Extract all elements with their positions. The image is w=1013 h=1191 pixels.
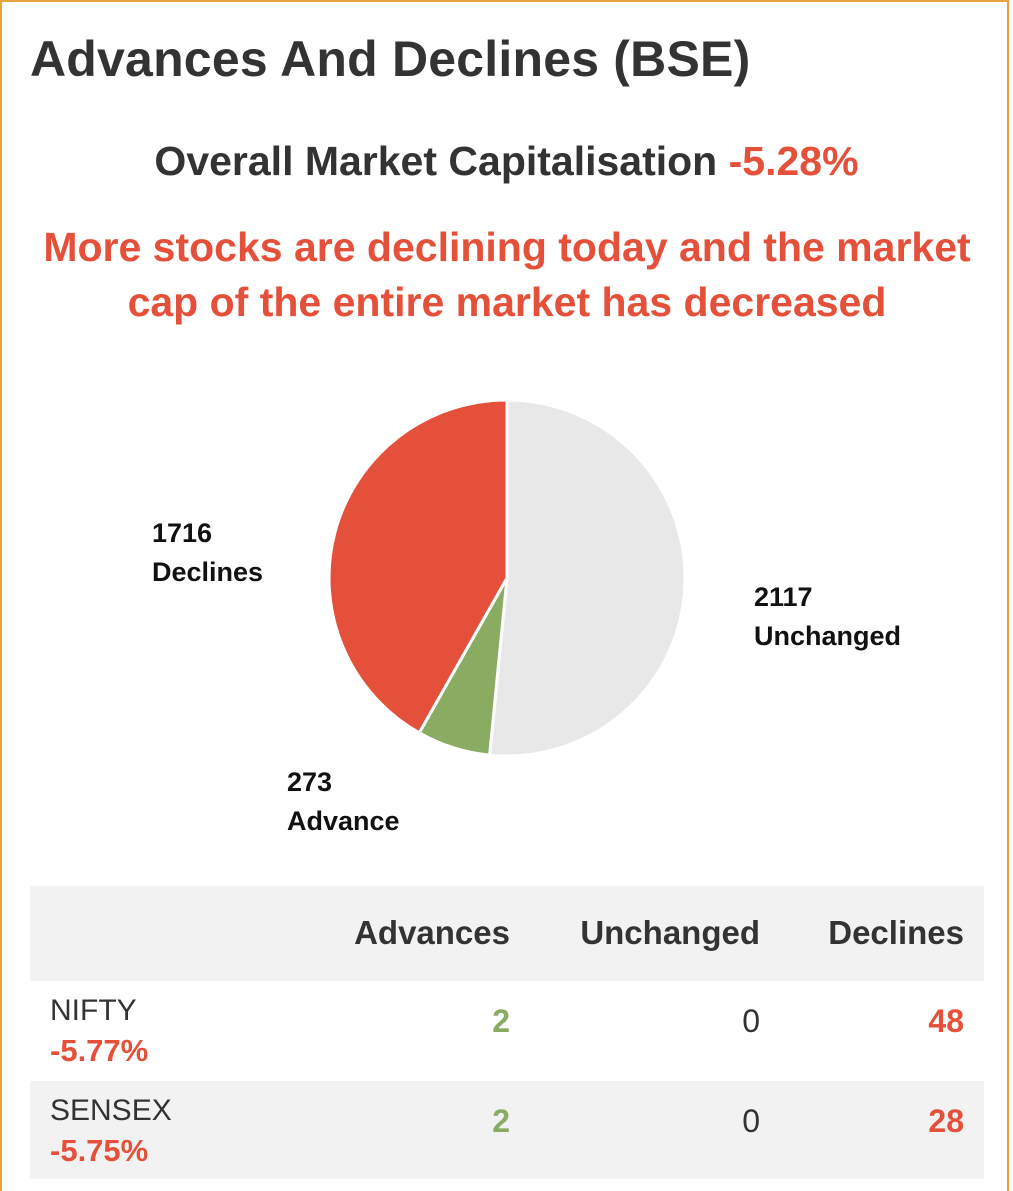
header-unchanged: Unchanged: [580, 914, 760, 951]
pie-label-advance: 273 Advance: [287, 767, 400, 836]
advances-declines-pie-chart: 2117 Unchanged 273 Advance 1716 Declines: [152, 398, 901, 836]
index-change: -5.75%: [50, 1133, 149, 1168]
pie-label-value: 273: [287, 767, 332, 797]
declines-count: 48: [928, 1003, 964, 1039]
index-breadth-table: Advances Unchanged Declines NIFTY -5.77%…: [30, 886, 984, 1179]
market-headline: More stocks are declining today and the …: [43, 224, 971, 325]
header-advances: Advances: [354, 914, 510, 951]
pie-label-unchanged: 2117 Unchanged: [754, 582, 901, 651]
index-change: -5.77%: [50, 1033, 149, 1068]
index-name: SENSEX: [50, 1094, 172, 1127]
unchanged-count: 0: [742, 1103, 760, 1139]
pie-label-value: 2117: [754, 582, 813, 612]
table-row-sensex[interactable]: SENSEX -5.75% 2 0 28: [30, 1081, 984, 1179]
pie-label-name: Unchanged: [754, 621, 901, 651]
market-cap-label: Overall Market Capitalisation: [154, 138, 718, 184]
pie-label-name: Advance: [287, 806, 400, 836]
unchanged-count: 0: [742, 1003, 760, 1039]
index-name-cell: SENSEX -5.75%: [50, 1091, 172, 1171]
header-declines: Declines: [828, 914, 964, 951]
page-title: Advances And Declines (BSE): [30, 31, 751, 87]
table-row-nifty[interactable]: NIFTY -5.77% 2 0 48: [30, 981, 984, 1081]
table-header: Advances Unchanged Declines: [30, 886, 984, 981]
declines-count: 28: [928, 1103, 964, 1139]
pie-slice-declines[interactable]: [327, 398, 509, 735]
index-name: NIFTY: [50, 994, 137, 1027]
market-cap-summary: Overall Market Capitalisation -5.28%: [2, 138, 1011, 185]
advances-count: 2: [492, 1103, 510, 1139]
pie-label-value: 1716: [152, 518, 212, 548]
pie-label-name: Declines: [152, 557, 263, 587]
market-cap-change: -5.28%: [728, 138, 859, 184]
pie-slice-unchanged[interactable]: [487, 398, 687, 758]
advances-count: 2: [492, 1003, 510, 1039]
pie-label-declines: 1716 Declines: [152, 518, 263, 587]
index-name-cell: NIFTY -5.77%: [50, 991, 148, 1071]
